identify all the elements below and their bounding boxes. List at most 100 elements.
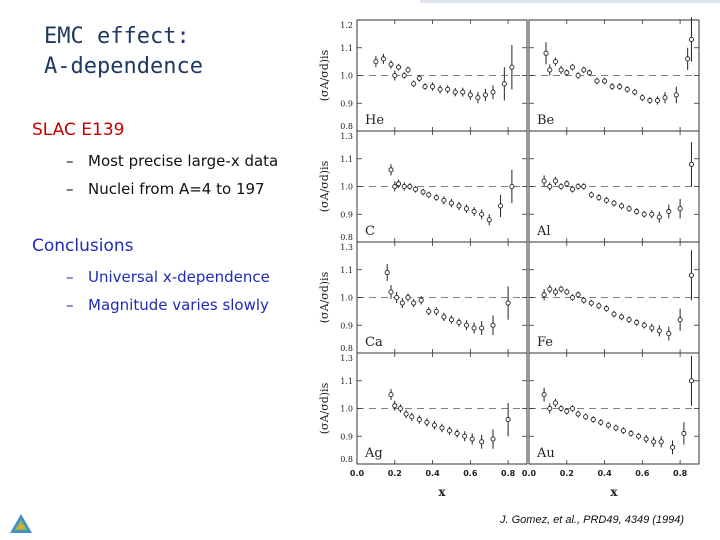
bullet-dash: –	[66, 296, 74, 314]
data-point	[643, 436, 649, 442]
data-point	[552, 59, 558, 65]
data-point	[547, 67, 553, 73]
data-point	[411, 81, 417, 87]
data-point	[611, 311, 617, 317]
data-point	[564, 289, 570, 295]
data-point	[501, 81, 507, 87]
data-point	[596, 303, 602, 309]
data-point	[418, 297, 424, 303]
data-point	[388, 392, 394, 398]
x-tick-label: 0.2	[560, 469, 574, 478]
x-tick-label: 0.4	[597, 469, 612, 478]
emc-ratio-figure: He 0.8 0.9 1.0 1.1 1.2 (σA/σd)is Be C 0.8 0.9 1.0 1.…	[318, 17, 700, 499]
data-point	[505, 300, 511, 306]
y-tick-label: 1.1	[340, 155, 353, 164]
data-point	[649, 325, 655, 331]
data-point	[399, 300, 405, 306]
data-point	[431, 422, 437, 428]
data-point	[588, 192, 594, 198]
data-point	[619, 314, 625, 320]
data-point	[688, 378, 694, 384]
data-point	[380, 56, 386, 62]
data-point	[620, 428, 626, 434]
data-point	[462, 433, 468, 439]
data-point	[634, 319, 640, 326]
y-tick-label: 1.3	[340, 132, 353, 141]
data-point	[498, 203, 504, 209]
x-tick-label: 0.2	[388, 469, 402, 478]
x-tick-label: 0.6	[635, 469, 650, 478]
data-point	[603, 306, 609, 312]
data-point	[401, 72, 407, 79]
title-line-1: EMC effect:	[44, 24, 190, 49]
y-tick-label: 1.0	[340, 183, 353, 192]
data-point	[384, 269, 390, 276]
y-tick-label: 0.9	[340, 432, 353, 441]
data-point	[490, 436, 496, 442]
data-point	[552, 178, 558, 184]
nucleus-label: Au	[536, 446, 555, 461]
data-point	[543, 50, 549, 56]
top-accent-line	[420, 0, 720, 3]
data-point	[641, 322, 647, 328]
data-point	[552, 289, 558, 295]
data-point	[586, 70, 592, 76]
x-tick-label: 0.0	[350, 469, 365, 478]
x-axis-label: x	[438, 485, 446, 499]
data-point	[422, 84, 428, 90]
data-point	[505, 417, 511, 423]
x-tick-label: 0.0	[522, 469, 537, 478]
data-point	[467, 92, 473, 98]
data-point	[575, 72, 581, 79]
data-point	[416, 417, 422, 423]
data-point	[448, 317, 454, 323]
data-point	[666, 208, 672, 215]
data-point	[413, 186, 419, 192]
bullet-text: Magnitude varies slowly	[88, 296, 269, 314]
section-heading-conclusions: Conclusions	[32, 236, 134, 256]
data-point	[575, 411, 581, 417]
data-point	[426, 308, 432, 314]
data-point	[547, 405, 553, 412]
data-point	[479, 325, 485, 331]
y-tick-label: 0.8	[340, 455, 353, 464]
data-point	[486, 217, 492, 223]
x-tick-label: 0.8	[673, 469, 688, 478]
data-point	[626, 206, 632, 212]
y-tick-label: 1.0	[340, 405, 353, 414]
data-point	[405, 67, 411, 73]
data-point	[564, 70, 570, 76]
data-point	[581, 183, 587, 190]
data-point	[388, 61, 394, 67]
y-tick-label: 0.8	[340, 233, 353, 242]
data-point	[590, 417, 596, 423]
x-tick-label: 0.4	[425, 469, 440, 478]
data-point	[564, 181, 570, 187]
data-point	[403, 411, 409, 417]
data-point	[426, 192, 432, 198]
data-point	[656, 214, 662, 220]
data-point	[441, 314, 447, 320]
y-tick-label: 0.8	[340, 344, 353, 353]
data-point	[541, 292, 547, 298]
data-point	[647, 97, 653, 104]
data-point	[632, 89, 638, 95]
data-point	[475, 95, 481, 101]
bullet-dash: –	[66, 152, 74, 170]
data-point	[583, 414, 589, 420]
data-point	[464, 322, 470, 328]
y-tick-label: 0.9	[340, 99, 353, 108]
data-point	[541, 178, 547, 184]
data-point	[636, 433, 642, 439]
data-point	[569, 405, 575, 412]
y-tick-label: 1.2	[340, 21, 353, 30]
data-point	[558, 183, 564, 190]
data-point	[677, 206, 683, 212]
data-point	[575, 183, 581, 190]
data-point	[397, 405, 403, 412]
nucleus-label: Be	[537, 113, 555, 128]
data-point	[439, 425, 445, 431]
y-axis-label: (σA/σd)is	[318, 49, 331, 101]
data-point	[581, 67, 587, 73]
data-point	[688, 161, 694, 167]
